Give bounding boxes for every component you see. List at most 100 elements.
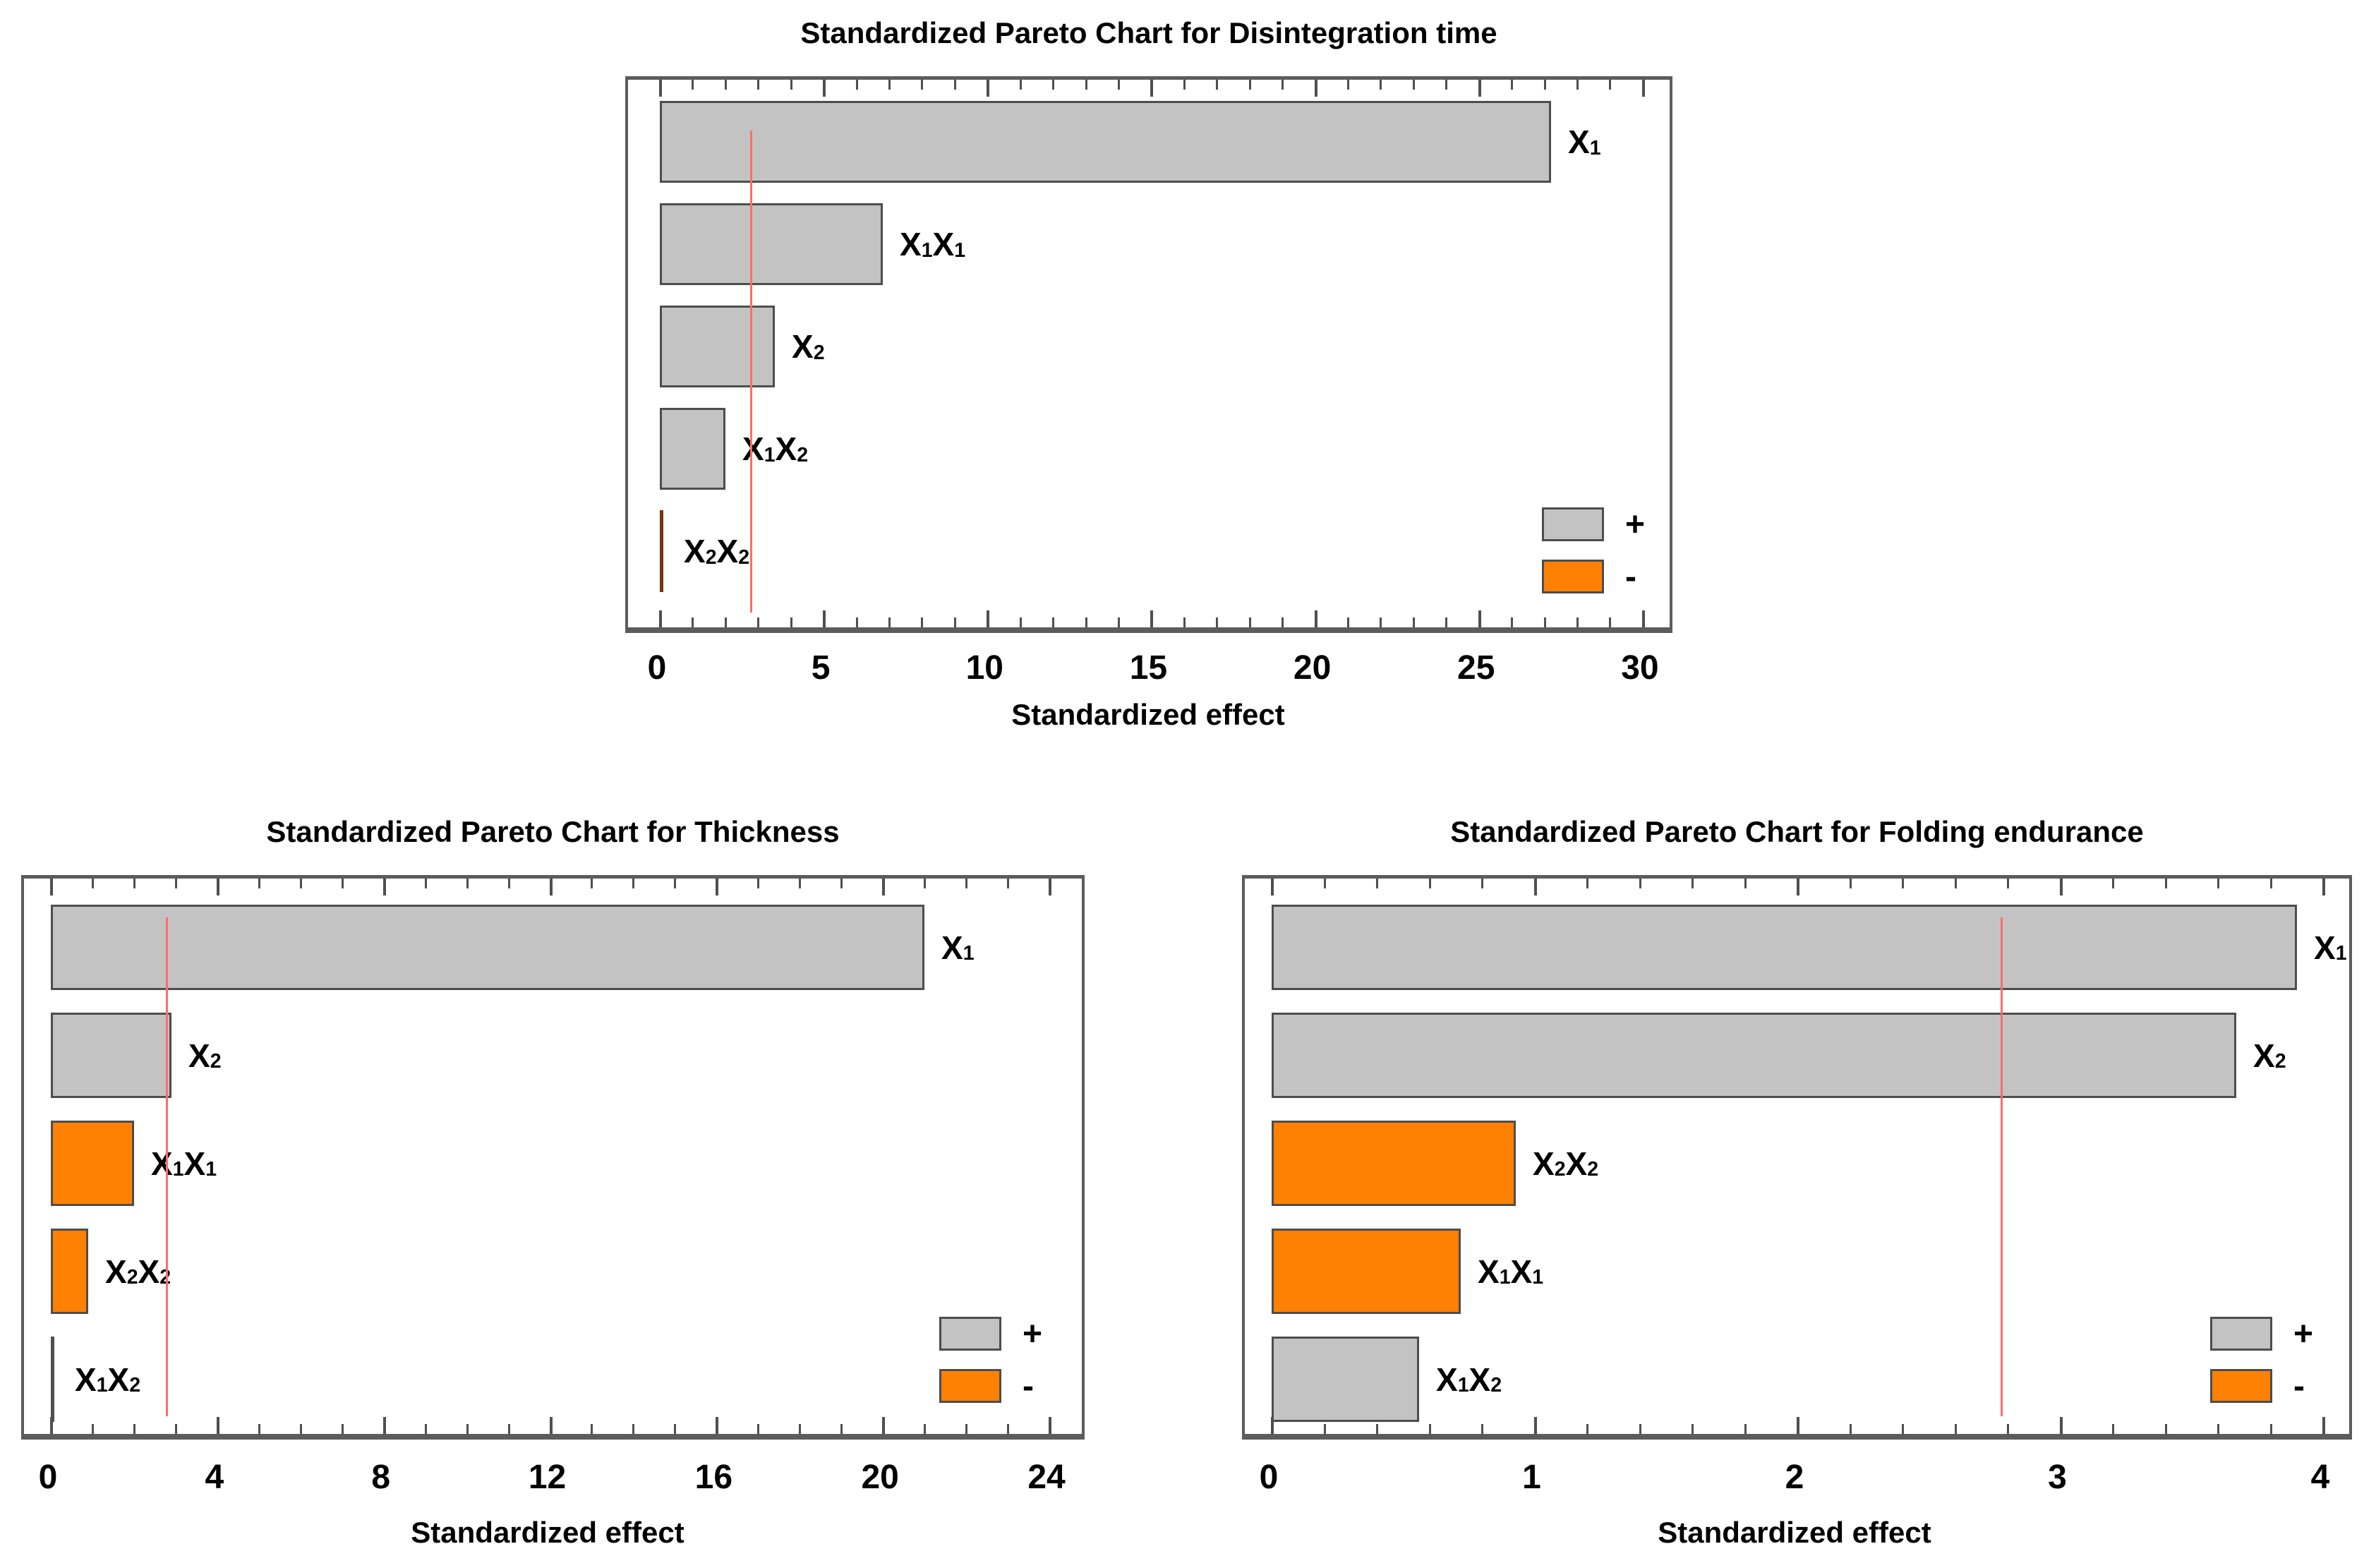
plot-inner: X1X2X1X1X2X2X1X2+- [24,879,1082,1434]
minor-tick-mark [924,879,927,888]
minor-tick-mark [174,1424,177,1434]
major-tick-mark [1478,80,1481,97]
critical-value-line [750,131,752,613]
minor-tick-mark [1849,879,1852,888]
minor-tick-mark [2007,1424,2009,1434]
effect-bar-x1x1 [51,1121,134,1206]
minor-tick-mark [1639,1424,1641,1434]
minor-tick-mark [921,617,924,627]
minor-tick-mark [591,1424,593,1434]
minor-tick-mark [1511,617,1514,627]
effect-bar-x2x2 [51,1229,88,1314]
minor-tick-mark [1007,1424,1010,1434]
minor-tick-mark [965,879,968,888]
x-tick-label: 5 [811,649,831,687]
minor-tick-mark [133,1424,135,1434]
legend-label-negative: - [2293,1367,2305,1405]
major-tick-mark [823,610,826,627]
legend-label-positive: + [2293,1315,2314,1353]
x-axis-label: Standardized effect [411,1516,685,1549]
minor-tick-mark [1576,617,1579,627]
effect-bar-x1x1 [660,203,883,285]
major-tick-mark [50,879,53,895]
minor-tick-mark [790,80,792,90]
minor-tick-mark [1902,879,1904,888]
minor-tick-mark [2007,879,2009,888]
minor-tick-mark [1445,617,1448,627]
minor-tick-mark [2164,879,2167,888]
legend-swatch-negative [2210,1369,2272,1403]
minor-tick-mark [888,617,891,627]
minor-tick-mark [1744,879,1747,888]
plot-area: X 1 X 1 X 1 X 2 X 1 X 2 X 2 X 2 + - [625,76,1672,633]
minor-tick-mark [1412,617,1415,627]
minor-tick-mark [1248,617,1251,627]
minor-tick-mark [1019,80,1022,90]
minor-tick-mark [1445,80,1448,90]
minor-tick-mark [757,617,760,627]
legend-label-positive: + [1625,505,1646,543]
minor-tick-mark [1954,879,1957,888]
minor-tick-mark [1118,80,1121,90]
minor-tick-mark [424,1424,427,1434]
minor-tick-mark [953,80,956,90]
major-tick-mark [2322,879,2325,895]
minor-tick-mark [632,1424,635,1434]
major-tick-mark [382,1417,386,1434]
minor-tick-mark [757,879,760,888]
minor-tick-mark [1052,617,1055,627]
minor-tick-mark [466,1424,469,1434]
minor-tick-mark [1281,617,1284,627]
minor-tick-mark [1849,1424,1852,1434]
minor-tick-mark [1323,1424,1326,1434]
minor-tick-mark [1428,879,1431,888]
major-tick-mark [659,80,662,97]
minor-tick-mark [1586,1424,1588,1434]
major-tick-mark [1150,80,1154,97]
x-tick-label: 20 [861,1459,899,1496]
plot-area: X1X2X1X1X2X2X1X2+- [21,875,1085,1440]
minor-tick-mark [174,879,177,888]
x-axis-label: Standardized effect [1658,1516,1931,1549]
minor-tick-mark [632,879,635,888]
effect-bar-x2x2 [1272,1121,1516,1206]
minor-tick-mark [1376,1424,1378,1434]
major-tick-mark [987,610,990,627]
major-tick-mark [1533,879,1537,895]
effect-bar-x2x2 [660,510,663,592]
major-tick-mark [216,1417,219,1434]
pareto-chart-disintegration-time: Standardized Pareto Chart for Disintegra… [625,16,1672,731]
minor-tick-mark [1183,80,1186,90]
x-tick-label: 3 [2048,1459,2067,1496]
x-tick-label: 4 [2310,1459,2330,1496]
minor-tick-mark [724,80,727,90]
minor-tick-mark [1085,80,1087,90]
major-tick-mark [2059,879,2063,895]
legend-swatch-negative [1542,560,1604,593]
legend-swatch-positive [1542,507,1604,541]
minor-tick-mark [133,879,135,888]
minor-tick-mark [840,879,843,888]
minor-tick-mark [965,1424,968,1434]
x-tick-label: 2 [1785,1459,1804,1496]
minor-tick-mark [692,617,694,627]
major-tick-mark [1314,80,1317,97]
major-tick-mark [1271,879,1274,895]
minor-tick-mark [299,1424,302,1434]
major-tick-mark [549,1417,553,1434]
x-tick-label: 12 [528,1459,567,1496]
minor-tick-mark [2217,1424,2219,1434]
minor-tick-mark [799,1424,802,1434]
critical-value-line [166,917,168,1416]
minor-tick-mark [1576,80,1579,90]
minor-tick-mark [466,879,469,888]
minor-tick-mark [924,1424,927,1434]
